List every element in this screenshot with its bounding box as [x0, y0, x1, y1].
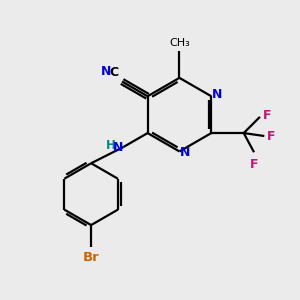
- Text: N: N: [180, 146, 190, 159]
- Text: N: N: [101, 65, 111, 78]
- Text: CH₃: CH₃: [169, 38, 190, 48]
- Text: C: C: [110, 66, 118, 79]
- Text: N: N: [212, 88, 222, 101]
- Text: N: N: [113, 141, 123, 154]
- Text: F: F: [263, 109, 271, 122]
- Text: Br: Br: [83, 251, 100, 264]
- Text: H: H: [106, 139, 116, 152]
- Text: F: F: [250, 158, 258, 170]
- Text: F: F: [267, 130, 276, 142]
